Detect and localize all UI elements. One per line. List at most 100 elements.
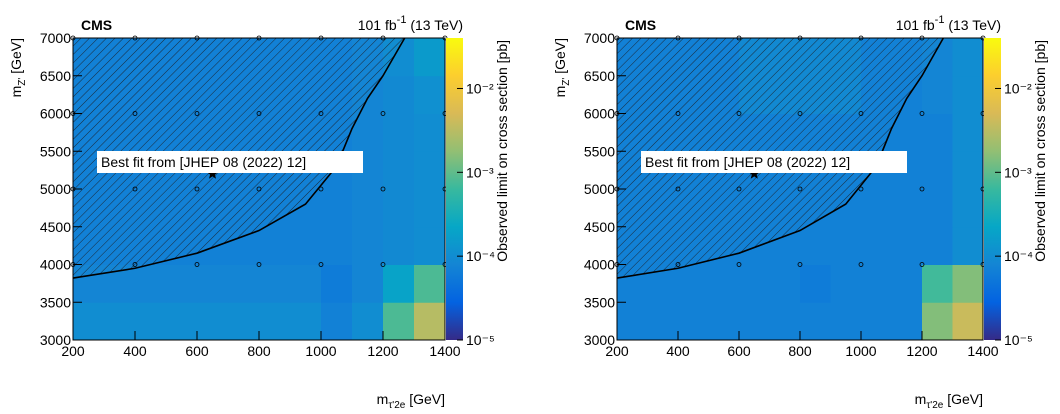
lumi-sup: -1 xyxy=(935,14,945,26)
y-tick-label: 3500 xyxy=(584,294,615,310)
scan-point xyxy=(256,111,262,116)
z-axis-label: Observed limit on cross section [pb] xyxy=(1032,40,1048,262)
heatmap-cell xyxy=(861,226,892,265)
heatmap-cell xyxy=(952,151,984,190)
heatmap-cell xyxy=(197,264,229,303)
heatmap-cell xyxy=(952,38,984,77)
scan-point xyxy=(194,111,200,116)
x-tick-label: 200 xyxy=(61,343,85,359)
lumi-energy: (13 TeV) xyxy=(944,17,1001,33)
heatmap-cell xyxy=(383,189,415,228)
lumi-label: 101 fb-1 (13 TeV) xyxy=(896,14,1001,33)
heatmap-cell xyxy=(321,226,353,265)
best-fit-star xyxy=(206,167,219,179)
x-axis-label-main: m xyxy=(915,391,927,407)
y-tick-label: 3500 xyxy=(40,294,71,310)
heatmap-cell xyxy=(166,264,198,303)
scan-point xyxy=(256,262,262,267)
heatmap-cell xyxy=(352,302,384,341)
heatmap-cell xyxy=(259,226,291,265)
heatmap-cell xyxy=(922,75,953,114)
y-tick-label: 6000 xyxy=(584,106,615,122)
x-tick-label: 1400 xyxy=(967,343,998,359)
heatmap-cell xyxy=(383,75,415,114)
x-axis-label-sub: τ'2e xyxy=(388,400,405,411)
heatmap-cell xyxy=(321,264,353,303)
scan-point xyxy=(736,186,742,192)
heatmap-cell xyxy=(73,302,105,341)
heatmap-cell xyxy=(739,302,770,341)
y-axis-label-unit: [GeV] xyxy=(8,38,24,78)
heatmap-cell xyxy=(922,264,953,303)
scan-point xyxy=(675,111,681,116)
y-tick-label: 4500 xyxy=(584,219,615,235)
experiment-label: CMS xyxy=(81,17,112,33)
y-axis-label-sub: Z' xyxy=(17,78,28,86)
heatmap-cell xyxy=(922,302,953,341)
heatmap-cell xyxy=(383,151,415,190)
heatmap-cell xyxy=(952,189,984,228)
heatmap-cell xyxy=(952,302,984,341)
heatmap-cell xyxy=(800,302,831,341)
best-fit-label: Best fit from [JHEP 08 (2022) 12] xyxy=(101,154,306,170)
scan-point xyxy=(380,111,386,116)
heatmap-cell xyxy=(259,264,291,303)
x-axis-label: mτ'2e [GeV] xyxy=(377,391,445,411)
scan-point xyxy=(675,186,681,192)
heatmap-cell xyxy=(414,302,446,341)
scan-point xyxy=(736,111,742,116)
y-tick-label: 4500 xyxy=(40,219,71,235)
y-axis-label: mZ' [GeV] xyxy=(552,38,572,97)
z-tick-label: 10⁻⁵ xyxy=(1004,332,1033,348)
best-fit-label: Best fit from [JHEP 08 (2022) 12] xyxy=(645,154,850,170)
y-tick-label: 6500 xyxy=(584,68,615,84)
lumi-value: 101 fb xyxy=(896,17,935,33)
z-tick-label: 10⁻³ xyxy=(1004,164,1032,180)
scan-point xyxy=(919,262,925,267)
colorbar xyxy=(446,38,463,340)
y-axis-label-main: m xyxy=(8,86,24,98)
y-axis-label-main: m xyxy=(552,86,568,98)
exclusion-contour xyxy=(72,37,406,279)
lumi-label: 101 fb-1 (13 TeV) xyxy=(358,14,463,33)
x-tick-label: 1200 xyxy=(367,343,398,359)
heatmap-cell xyxy=(891,189,923,228)
scan-point xyxy=(858,111,864,116)
z-tick-label: 10⁻⁴ xyxy=(466,248,495,264)
heatmap-cell xyxy=(383,226,415,265)
best-fit-box xyxy=(641,151,907,173)
heatmap-cell xyxy=(104,302,136,341)
heatmap-cell xyxy=(678,302,709,341)
heatmap-cell xyxy=(414,264,446,303)
y-tick-label: 4000 xyxy=(40,257,71,273)
heatmap-cell xyxy=(861,264,892,303)
heatmap-cell xyxy=(228,302,260,341)
y-tick-label: 6500 xyxy=(40,68,71,84)
scan-point xyxy=(858,262,864,267)
scan-point xyxy=(380,186,386,192)
heatmap-cell xyxy=(352,226,384,265)
scan-point xyxy=(797,262,803,267)
scan-point xyxy=(797,111,803,116)
y-tick-label: 5500 xyxy=(40,143,71,159)
heatmap-cell xyxy=(708,302,740,341)
scan-point xyxy=(675,262,681,267)
heatmap-cell xyxy=(800,226,831,265)
lumi-sup: -1 xyxy=(397,14,407,26)
x-tick-label: 600 xyxy=(727,343,751,359)
heatmap-cell xyxy=(166,302,198,341)
best-fit-star xyxy=(748,167,760,179)
heatmap-cell xyxy=(383,113,415,152)
z-tick-label: 10⁻² xyxy=(466,80,494,96)
scan-point xyxy=(194,262,200,267)
heatmap-cell xyxy=(800,264,831,303)
heatmap-cell xyxy=(414,189,446,228)
x-axis-label-sub: τ'2e xyxy=(926,400,943,411)
x-tick-label: 400 xyxy=(666,343,690,359)
heatmap-cell xyxy=(708,264,740,303)
heatmap-cell xyxy=(769,302,801,341)
heatmap-cell xyxy=(830,302,862,341)
heatmap-cell xyxy=(922,113,953,152)
heatmap-cell xyxy=(617,302,648,341)
